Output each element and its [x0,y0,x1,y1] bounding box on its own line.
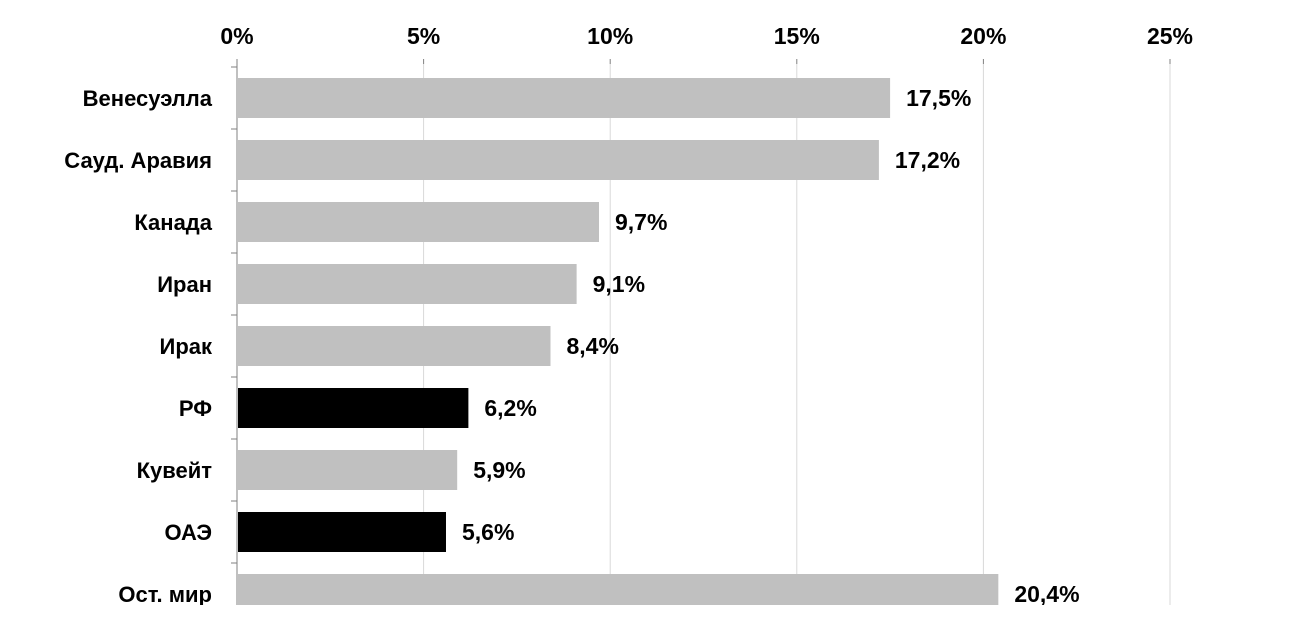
bar [238,450,458,490]
x-tick-label: 20% [960,23,1006,49]
data-label: 8,4% [566,333,618,359]
category-label: Ирак [160,334,213,359]
bar [238,574,999,605]
bar [238,264,577,304]
x-tick-label: 0% [220,23,253,49]
data-label: 5,9% [473,457,525,483]
data-label: 6,2% [484,395,536,421]
bar [238,388,469,428]
bar [238,326,551,366]
category-label: Сауд. Аравия [64,148,212,173]
bar [238,140,879,180]
bar [238,512,446,552]
category-label: Иран [157,272,212,297]
value-labels: 17,5% 17,2% 9,7% 9,1% 8,4% 6,2% 5,9% 5,6% 20,4% [462,85,1080,607]
category-labels: Венесуэлла Сауд. Аравия Канада Иран Ирак РФ Ку… [64,86,213,607]
x-tick-label: 15% [774,23,820,49]
x-tick-label: 10% [587,23,633,49]
data-label: 17,2% [895,147,960,173]
category-label: Канада [134,210,212,235]
data-label: 17,5% [906,85,971,111]
bars [238,78,999,605]
x-tick-label: 5% [407,23,440,49]
data-label: 20,4% [1014,581,1079,607]
category-label: Венесуэлла [83,86,213,111]
bar [238,202,600,242]
category-label: Кувейт [137,458,213,483]
bar [238,78,891,118]
data-label: 9,7% [615,209,667,235]
x-tick-label: 25% [1147,23,1193,49]
data-label: 9,1% [593,271,645,297]
x-axis-ticks: 0% 5% 10% 15% 20% 25% [220,23,1193,49]
category-label: Ост. мир [118,582,212,607]
data-label: 5,6% [462,519,514,545]
category-label: РФ [179,396,212,421]
category-label: ОАЭ [164,520,212,545]
